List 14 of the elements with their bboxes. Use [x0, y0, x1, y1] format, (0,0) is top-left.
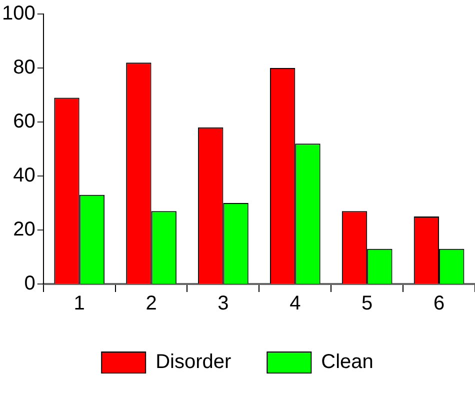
x-tick-label: 1	[74, 292, 85, 315]
x-tick-label: 5	[362, 292, 373, 315]
y-tick-label: 0	[24, 272, 36, 295]
y-tick-label: 100	[2, 2, 36, 25]
y-tick-label: 80	[13, 56, 36, 79]
y-tick-label: 40	[13, 164, 36, 187]
x-tick-label: 6	[433, 292, 445, 315]
x-tick-label: 3	[218, 292, 229, 315]
x-tick-label: 4	[290, 292, 301, 315]
y-tick-label: 60	[13, 110, 36, 133]
y-tick-label: 20	[13, 218, 36, 241]
legend-label: Disorder	[156, 351, 232, 374]
legend-label: Clean	[321, 351, 374, 374]
x-tick-label: 2	[146, 292, 157, 315]
